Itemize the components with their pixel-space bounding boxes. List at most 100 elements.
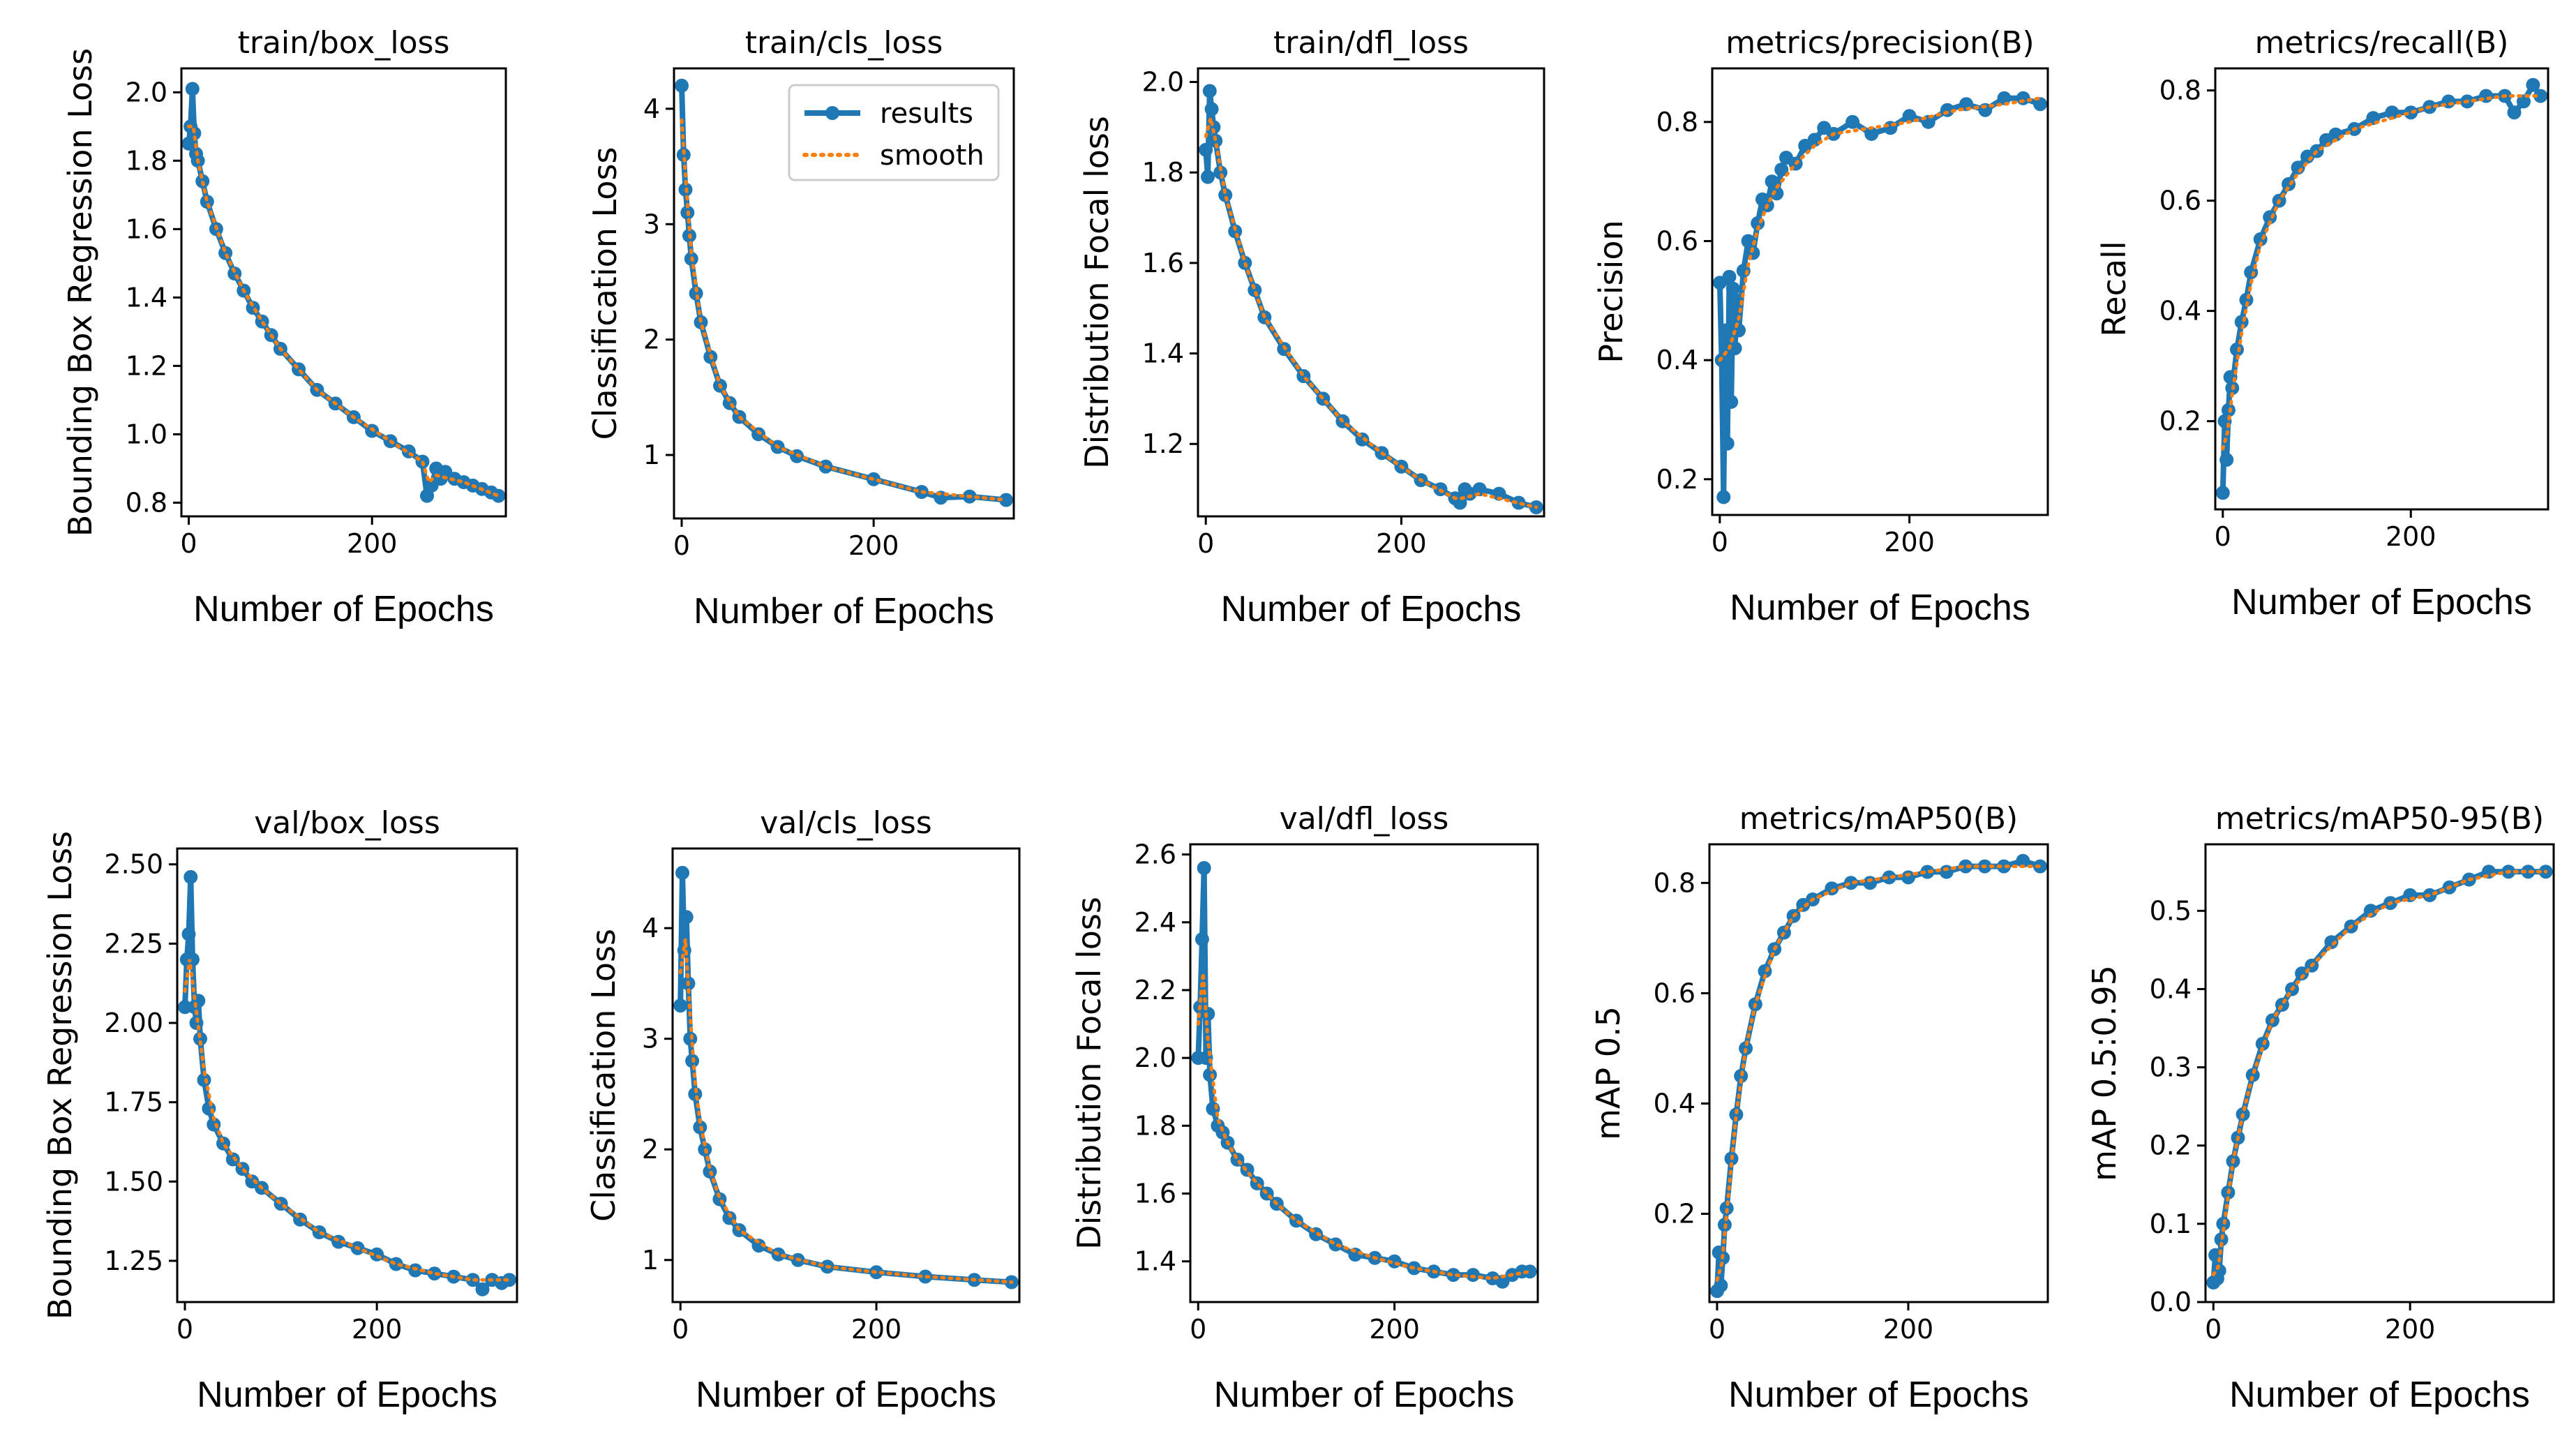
x-tick-label: 200 bbox=[2385, 1314, 2436, 1345]
results-point bbox=[1901, 870, 1915, 885]
smooth-line bbox=[183, 959, 511, 1282]
y-tick-label: 2.0 bbox=[126, 77, 167, 107]
results-point bbox=[2230, 342, 2244, 357]
chart-title: train/box_loss bbox=[238, 25, 450, 61]
results-point bbox=[673, 999, 688, 1013]
results-point bbox=[178, 1000, 192, 1015]
results-point bbox=[1741, 234, 1755, 248]
results-point bbox=[292, 362, 306, 377]
results-point bbox=[2526, 77, 2540, 92]
y-tick-label: 0.2 bbox=[2150, 1130, 2192, 1161]
results-point bbox=[475, 1282, 490, 1296]
y-tick-label: 4 bbox=[643, 94, 660, 124]
chart-title: metrics/precision(B) bbox=[1725, 25, 2034, 61]
results-point bbox=[1769, 186, 1784, 201]
chart-panel-9: metrics/mAP50(B) 0 200 0.2 0.4 0.6 0.8 Number o… bbox=[1589, 801, 2049, 1415]
y-tick-label: 1.50 bbox=[104, 1166, 163, 1197]
results-point bbox=[202, 1101, 216, 1116]
legend-smooth-label: smooth bbox=[880, 140, 984, 172]
x-axis-label: Number of Epochs bbox=[696, 1375, 996, 1415]
x-tick-label: 0 bbox=[673, 530, 690, 561]
chart-panel-5: metrics/recall(B) 0 200 0.2 0.4 0.6 0.8 Number … bbox=[2095, 25, 2549, 622]
smooth-line bbox=[1196, 973, 1532, 1280]
results-point bbox=[2521, 865, 2536, 879]
x-tick-label: 0 bbox=[2205, 1314, 2222, 1345]
results-point bbox=[676, 148, 691, 162]
results-point bbox=[1197, 861, 1211, 875]
y-tick-label: 1.2 bbox=[126, 350, 167, 381]
smooth-line bbox=[1715, 865, 2042, 1282]
y-tick-label: 0.8 bbox=[126, 487, 167, 518]
chart-panel-3: train/dfl_loss 0 200 1.2 1.4 1.6 1.8 2.0 Number … bbox=[1078, 25, 1545, 629]
results-point bbox=[1729, 1107, 1744, 1122]
x-axis-label: Number of Epochs bbox=[1728, 1375, 2029, 1415]
x-tick-label: 0 bbox=[672, 1314, 689, 1345]
results-point bbox=[1201, 1007, 1215, 1021]
results-point bbox=[181, 927, 196, 941]
x-tick-label: 0 bbox=[1712, 527, 1728, 558]
results-point bbox=[999, 493, 1013, 507]
smooth-line bbox=[680, 118, 1008, 502]
results-point bbox=[2363, 904, 2378, 918]
results-point bbox=[1864, 126, 1879, 141]
results-point bbox=[675, 78, 689, 93]
y-tick-label: 1.2 bbox=[1142, 428, 1184, 459]
chart-panel-7: val/cls_loss 0 200 1 2 3 4 Number of Epochs Clas… bbox=[585, 805, 1021, 1415]
results-point bbox=[389, 1257, 403, 1271]
results-point bbox=[1765, 174, 1779, 189]
x-axis-label: Number of Epochs bbox=[2229, 1375, 2530, 1415]
results-point bbox=[1997, 859, 2011, 874]
results-point bbox=[491, 488, 506, 503]
x-tick-label: 200 bbox=[1883, 1314, 1934, 1345]
y-tick-label: 1 bbox=[643, 440, 660, 470]
results-point bbox=[502, 1273, 516, 1287]
results-point bbox=[1230, 1152, 1245, 1167]
results-point bbox=[1522, 1264, 1537, 1279]
y-tick-label: 0.4 bbox=[1654, 1088, 1695, 1119]
results-point bbox=[1882, 870, 1896, 885]
x-tick-label: 200 bbox=[851, 1314, 902, 1345]
x-axis-label: Number of Epochs bbox=[1214, 1375, 1515, 1415]
y-tick-label: 2 bbox=[642, 1134, 659, 1165]
y-tick-label: 1.6 bbox=[126, 214, 167, 244]
axes-frame bbox=[671, 847, 1021, 1303]
y-tick-label: 0.6 bbox=[1654, 978, 1695, 1008]
x-axis-label: Number of Epochs bbox=[1221, 589, 1522, 629]
results-point bbox=[1446, 1268, 1460, 1283]
chart-title: val/box_loss bbox=[254, 805, 440, 841]
results-point bbox=[1492, 486, 1506, 501]
smooth-line bbox=[2221, 94, 2543, 451]
results-point bbox=[197, 1072, 211, 1087]
results-point bbox=[1724, 394, 1739, 409]
x-tick-label: 0 bbox=[1197, 528, 1214, 559]
results-point bbox=[2517, 94, 2531, 109]
results-point bbox=[679, 910, 694, 925]
y-tick-label: 1.25 bbox=[104, 1246, 163, 1276]
results-point bbox=[225, 1152, 240, 1167]
x-axis-label: Number of Epochs bbox=[193, 589, 494, 629]
results-point bbox=[1728, 341, 1742, 356]
y-axis-label: Distribution Focal loss bbox=[1070, 897, 1108, 1250]
results-point bbox=[427, 1266, 442, 1281]
y-tick-label: 1.0 bbox=[126, 419, 167, 449]
y-axis-label: mAP 0.5 bbox=[1589, 1006, 1627, 1140]
y-tick-label: 2.6 bbox=[1135, 839, 1176, 870]
y-axis-label: Bounding Box Regression Loss bbox=[41, 831, 79, 1319]
results-point bbox=[1939, 865, 1954, 879]
smooth-line bbox=[187, 124, 500, 498]
y-tick-label: 1 bbox=[642, 1245, 659, 1276]
y-axis-label: Distribution Focal loss bbox=[1078, 116, 1116, 469]
results-point bbox=[1997, 91, 2012, 105]
x-tick-label: 200 bbox=[347, 528, 398, 559]
y-tick-label: 0.6 bbox=[2159, 186, 2201, 216]
y-tick-label: 1.4 bbox=[1142, 338, 1184, 369]
results-point bbox=[2295, 966, 2309, 980]
chart-panel-6: val/box_loss 0 200 1.25 1.50 1.75 2.00 2.25 2.50… bbox=[41, 805, 518, 1415]
y-tick-label: 2.0 bbox=[1142, 66, 1184, 97]
y-axis-label: Precision bbox=[1592, 220, 1630, 363]
chart-panel-10: metrics/mAP50-95(B) 0 200 0.0 0.1 0.2 0.3 0.4 0.… bbox=[2085, 801, 2555, 1415]
results-point bbox=[1714, 1278, 1728, 1293]
results-point bbox=[1213, 165, 1228, 180]
y-tick-label: 0.1 bbox=[2150, 1209, 2192, 1239]
